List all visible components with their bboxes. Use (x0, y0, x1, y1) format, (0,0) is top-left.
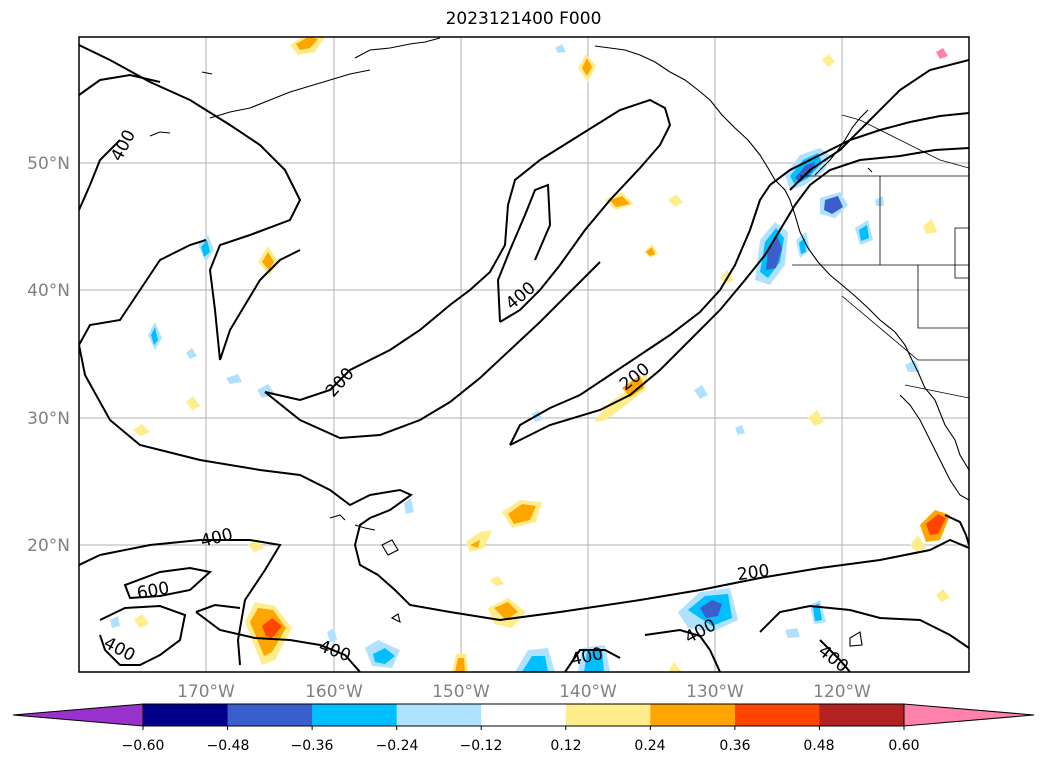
lat-label: 50°N (27, 154, 70, 174)
lon-label: 150°W (432, 682, 490, 702)
colorbar-segment (396, 704, 482, 726)
colorbar-extension-high (903, 703, 1035, 727)
lon-label: 170°W (177, 682, 235, 702)
map-area (79, 37, 969, 672)
colorbar-segment (650, 704, 736, 726)
colorbar-tick-label: −0.48 (207, 738, 250, 754)
lon-label: 120°W (813, 682, 871, 702)
lon-label: 130°W (686, 682, 744, 702)
map-frame (78, 36, 970, 673)
lon-label: 140°W (559, 682, 617, 702)
colorbar-segment (819, 704, 905, 726)
anomaly-fill (110, 37, 950, 672)
colorbar (12, 703, 1035, 730)
colorbar-segment (481, 704, 567, 726)
colorbar-tick-label: 0.12 (550, 738, 581, 754)
height-contours (79, 44, 969, 672)
political-borders (792, 114, 969, 399)
lat-label: 20°N (27, 536, 70, 556)
colorbar-segment (734, 704, 820, 726)
lat-label: 40°N (27, 281, 70, 301)
contour-label: 200 (736, 561, 771, 585)
longitude-labels: 170°W 160°W 150°W 140°W 130°W 120°W (177, 682, 871, 702)
colorbar-tick-label: 0.48 (803, 738, 834, 754)
colorbar-tick-label: −0.24 (376, 738, 419, 754)
colorbar-tick-label: 0.36 (719, 738, 750, 754)
colorbar-tick-labels: −0.60 −0.48 −0.36 −0.24 −0.12 0.12 0.24 … (122, 738, 920, 754)
colorbar-segment (227, 704, 313, 726)
lon-label: 160°W (305, 682, 363, 702)
colorbar-segment (312, 704, 398, 726)
colorbar-frame (142, 703, 905, 727)
colorbar-tick-label: 0.60 (888, 738, 919, 754)
colorbar-tick-label: −0.36 (291, 738, 334, 754)
colorbar-segment (565, 704, 651, 726)
map-title: 2023121400 F000 (445, 9, 602, 29)
colorbar-tick-label: −0.12 (460, 738, 503, 754)
colorbar-tick-label: −0.60 (122, 738, 165, 754)
colorbar-tick-label: 0.24 (634, 738, 665, 754)
lat-label: 30°N (27, 409, 70, 429)
latitude-labels: 50°N 40°N 30°N 20°N (27, 154, 70, 556)
colorbar-extension-low (12, 703, 144, 727)
colorbar-segment (143, 704, 229, 726)
